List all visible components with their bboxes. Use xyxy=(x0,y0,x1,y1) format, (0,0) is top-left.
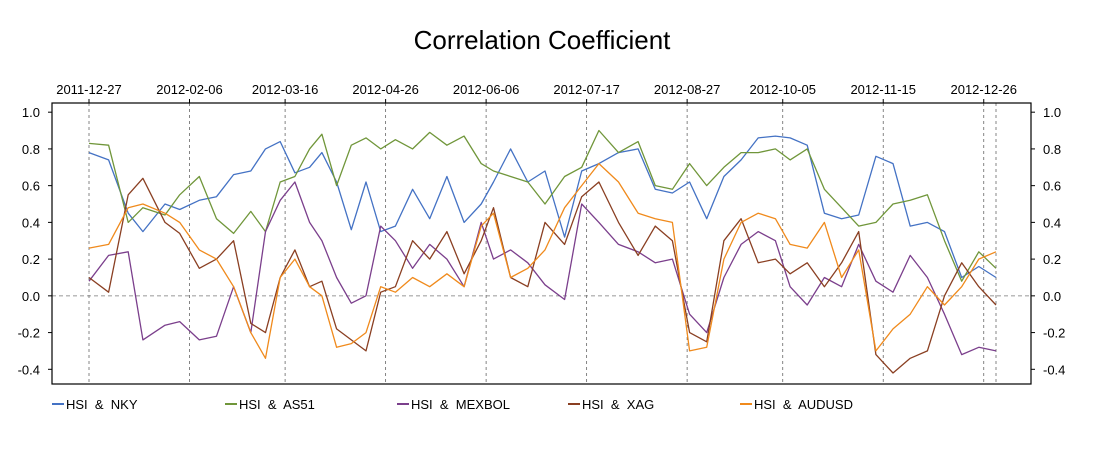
legend: HSI & NKY HSI & AS51 HSI & MEXBOL HSI & XAG… xyxy=(52,397,853,412)
y-tick-label-right: 0.4 xyxy=(1043,215,1061,230)
y-tick-label-left: 0.4 xyxy=(22,215,40,230)
y-tick-label-left: 0.8 xyxy=(22,142,40,157)
series-line-3 xyxy=(88,181,997,356)
x-tick-label: 2012-11-15 xyxy=(850,82,916,97)
x-tick-label: 2012-06-06 xyxy=(453,82,520,97)
y-tick-label-right: -0.4 xyxy=(1043,362,1065,377)
x-tick-label: 2012-04-26 xyxy=(352,82,419,97)
legend-label-5: HSI & AUDUSD xyxy=(754,397,853,412)
y-tick-label-right: -0.2 xyxy=(1043,326,1065,341)
y-tick-label-right: 1.0 xyxy=(1043,105,1061,120)
y-tick-label-left: 1.0 xyxy=(22,105,40,120)
axis-layer: 2011-12-27 2012-02-06 2012-03-16 2012-04-26… xyxy=(18,82,1066,377)
x-tick-label: 2012-08-27 xyxy=(654,82,721,97)
y-tick-label-left: 0.6 xyxy=(22,179,40,194)
legend-label-2: HSI & AS51 xyxy=(239,397,315,412)
plot-frame xyxy=(51,102,1032,385)
x-tick-label: 2012-07-17 xyxy=(553,82,620,97)
x-tick-label: 2012-03-16 xyxy=(252,82,319,97)
y-tick-label-left: 0.2 xyxy=(22,252,40,267)
y-tick-label-right: 0.6 xyxy=(1043,179,1061,194)
chart-title: Correlation Coefficient xyxy=(414,25,672,55)
series-line-5 xyxy=(88,162,997,359)
y-tick-label-left: 0.0 xyxy=(22,289,40,304)
x-tick-label: 2012-12-26 xyxy=(950,82,1017,97)
legend-label-1: HSI & NKY xyxy=(66,397,138,412)
grid-layer xyxy=(52,103,1031,384)
x-tick-label: 2012-10-05 xyxy=(749,82,816,97)
y-tick-label-left: -0.2 xyxy=(18,326,40,341)
series-layer xyxy=(88,129,997,374)
legend-label-3: HSI & MEXBOL xyxy=(411,397,510,412)
legend-label-4: HSI & XAG xyxy=(582,397,654,412)
series-line-2 xyxy=(88,129,997,282)
y-tick-label-right: 0.8 xyxy=(1043,142,1061,157)
y-tick-label-left: -0.4 xyxy=(18,362,40,377)
y-tick-label-right: 0.2 xyxy=(1043,252,1061,267)
y-tick-label-right: 0.0 xyxy=(1043,289,1061,304)
series-line-4 xyxy=(88,177,997,374)
x-tick-label: 2011-12-27 xyxy=(56,82,122,97)
x-tick-label: 2012-02-06 xyxy=(156,82,223,97)
